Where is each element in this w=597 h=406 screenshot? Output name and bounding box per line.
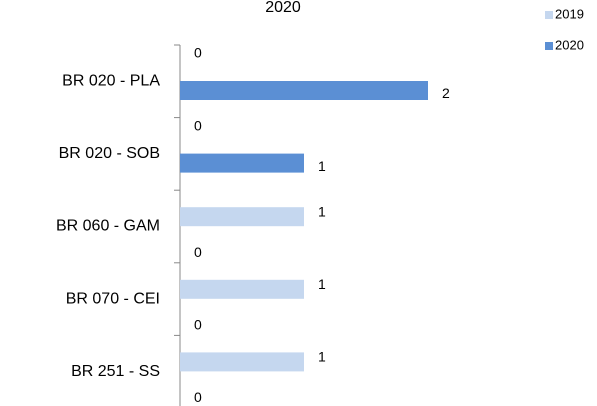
data-label: 1 bbox=[318, 203, 326, 219]
data-label: 2 bbox=[442, 85, 450, 101]
legend-swatch bbox=[545, 11, 553, 19]
data-label: 0 bbox=[194, 244, 202, 260]
chart-title: 2020 bbox=[265, 0, 301, 16]
bar bbox=[180, 81, 428, 100]
data-label: 0 bbox=[194, 389, 202, 405]
data-label: 1 bbox=[318, 158, 326, 174]
legend-label: 2020 bbox=[555, 37, 584, 52]
data-label: 0 bbox=[194, 317, 202, 333]
y-tick-label: BR 020 - SOB bbox=[59, 145, 160, 162]
legend-label: 2019 bbox=[555, 6, 584, 21]
data-label: 0 bbox=[194, 117, 202, 133]
y-tick-label: BR 020 - PLA bbox=[62, 73, 160, 90]
bar bbox=[180, 153, 304, 173]
y-tick-label: BR 070 - CEI bbox=[66, 290, 160, 307]
legend-swatch bbox=[545, 42, 553, 50]
data-label: 1 bbox=[318, 349, 326, 365]
data-label: 1 bbox=[318, 276, 326, 292]
bar bbox=[180, 279, 304, 299]
bar bbox=[180, 207, 304, 227]
data-label: 0 bbox=[194, 45, 202, 61]
bar bbox=[180, 352, 304, 372]
y-tick-label: BR 251 - SS bbox=[71, 363, 160, 380]
y-tick-label: BR 060 - GAM bbox=[56, 218, 160, 235]
